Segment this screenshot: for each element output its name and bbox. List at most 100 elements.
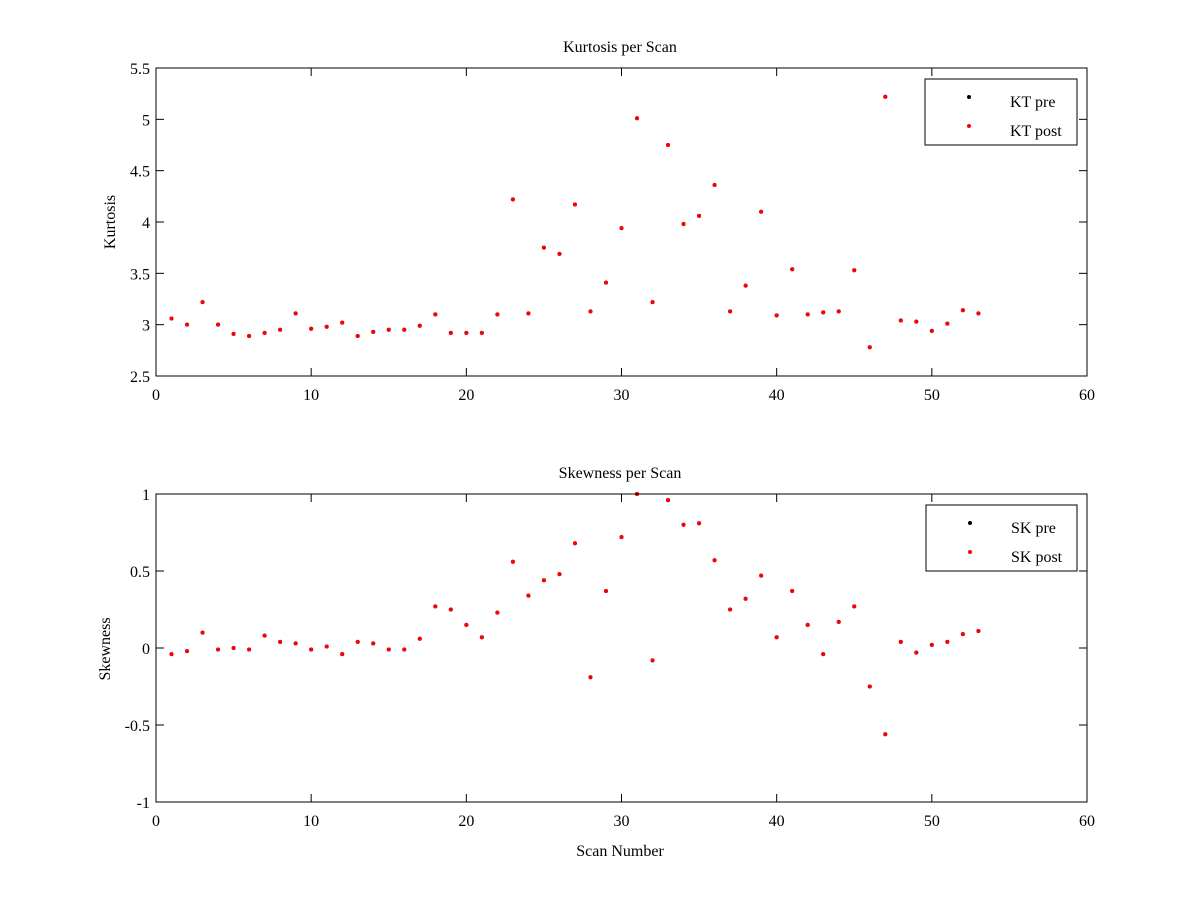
data-point [619,226,624,231]
data-point [805,312,810,317]
data-point [541,578,546,583]
data-point [635,116,640,121]
data-point [293,641,298,646]
data-point [464,622,469,627]
data-point [960,308,965,313]
legend-label-kt-pre: KT pre [1010,94,1055,111]
legend-marker-kt-post [967,124,971,128]
data-point [417,636,422,641]
legend-label-sk-pre: SK pre [1011,520,1056,537]
data-point [759,209,764,214]
x-tick-label: 50 [924,387,940,404]
y-tick-label: 0 [142,641,150,658]
x-tick-label: 40 [769,387,785,404]
data-point [914,650,919,655]
legend-box [924,78,1078,146]
data-point [960,632,965,637]
data-point [355,639,360,644]
data-points [169,94,981,350]
data-point [371,329,376,334]
kurtosis-chart: Kurtosis per Scan Kurtosis 0 10 20 30 40 50 60… [102,39,1095,404]
skewness-chart: Skewness per Scan Skewness Scan Number 0… [97,465,1095,860]
data-point [340,320,345,325]
data-point [945,321,950,326]
data-point [976,629,981,634]
data-point [728,607,733,612]
data-point [185,322,190,327]
data-point [852,604,857,609]
y-tick-label: 4 [142,215,150,232]
chart-title: Skewness per Scan [559,465,682,482]
data-point [526,593,531,598]
data-point [697,213,702,218]
legend-marker-sk-post [968,550,972,554]
data-point [479,330,484,335]
data-point [929,642,934,647]
data-point [976,311,981,316]
y-tick-label: -1 [137,795,150,812]
data-point [821,310,826,315]
data-point [262,330,267,335]
data-point [495,312,500,317]
data-point [541,245,546,250]
data-point [650,300,655,305]
x-tick-label: 0 [152,387,160,404]
x-tick-label: 60 [1079,813,1095,830]
y-tick-label: 3 [142,318,150,335]
data-point [169,652,174,657]
data-point [743,596,748,601]
data-point [526,311,531,316]
data-point [495,610,500,615]
x-tick-label: 30 [614,813,630,830]
data-point [386,327,391,332]
data-point [790,589,795,594]
data-point [278,327,283,332]
data-point [510,559,515,564]
data-point [619,535,624,540]
data-point [759,573,764,578]
y-tick-label: 2.5 [130,369,150,386]
data-point [169,316,174,321]
data-point [417,323,422,328]
axes-box [155,67,1088,377]
data-point [697,521,702,526]
data-point [324,644,329,649]
data-point [603,589,608,594]
data-point [603,280,608,285]
data-point [433,604,438,609]
data-point [340,652,345,657]
x-tick-label: 20 [458,813,474,830]
y-tick-label: 1 [142,487,150,504]
data-point [572,541,577,546]
data-point [836,619,841,624]
legend-marker-kt-pre [967,95,971,99]
data-point [650,658,655,663]
y-axis-label: Skewness [97,617,114,680]
data-point [448,330,453,335]
x-axis-label: Scan Number [576,843,664,860]
data-point [293,311,298,316]
data-point [216,322,221,327]
y-tick-label: 5 [142,112,150,129]
data-point [402,327,407,332]
x-tick-label: 50 [924,813,940,830]
data-point [867,684,872,689]
x-tick-label: 20 [458,387,474,404]
data-point [945,639,950,644]
data-point [681,222,686,227]
data-point [510,197,515,202]
data-points [169,492,981,737]
data-point [433,312,438,317]
legend-box [925,504,1078,572]
data-point [464,330,469,335]
legend: SK pre SK post [925,504,1078,572]
data-point [309,326,314,331]
legend-label-kt-post: KT post [1010,123,1062,140]
data-point [588,309,593,314]
y-tick-label: 4.5 [130,164,150,181]
data-point [247,333,252,338]
data-point [867,345,872,350]
data-point [402,647,407,652]
data-point [231,331,236,336]
data-point [836,309,841,314]
